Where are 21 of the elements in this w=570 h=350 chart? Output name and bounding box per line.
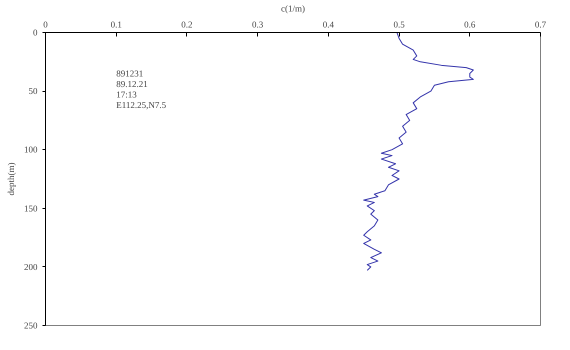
y-tick-label: 250 xyxy=(24,320,38,330)
x-tick-label: 0.7 xyxy=(534,20,547,30)
x-tick-label: 0.3 xyxy=(252,20,264,30)
x-axis-title: c(1/m) xyxy=(281,4,306,14)
annotation: 891231 xyxy=(116,68,144,79)
x-tick-label: 0.5 xyxy=(393,20,406,30)
y-tick-label: 150 xyxy=(24,203,38,214)
y-axis-title: depth(m) xyxy=(6,162,16,196)
x-tick-label: 0.2 xyxy=(181,20,193,30)
annotation: E112.25,N7.5 xyxy=(116,100,167,110)
x-tick-label: 0.1 xyxy=(110,20,122,30)
y-tick-label: 100 xyxy=(24,144,38,155)
annotation: 89.12.21 xyxy=(116,79,148,90)
y-tick-label: 0 xyxy=(33,28,38,38)
x-tick-label: 0.6 xyxy=(464,20,476,30)
y-tick-label: 200 xyxy=(24,262,38,272)
annotation: 17:13 xyxy=(116,90,138,100)
x-tick-label: 0.4 xyxy=(322,20,334,30)
line-series xyxy=(363,32,474,271)
y-tick-label: 50 xyxy=(28,86,38,96)
x-tick-label: 0 xyxy=(43,20,48,30)
